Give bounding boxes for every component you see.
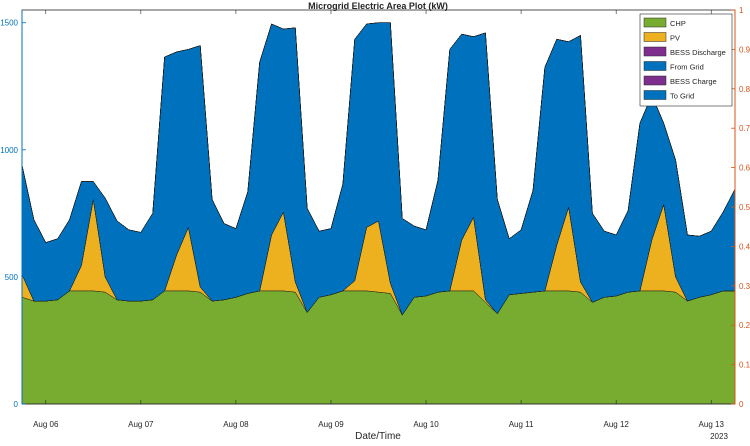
y-left-tick-label: 500 — [5, 273, 19, 282]
y-left-tick-label: 0 — [14, 400, 19, 409]
x-tick-label: Aug 08 — [223, 420, 249, 429]
y-axis-right: 0 0.1 0.2 0.3 0.4 0.5 0.6 0.7 0.8 0.9 1 — [731, 6, 750, 409]
y-right-tick-label: 0.2 — [739, 321, 750, 330]
x-year-label: 2023 — [710, 432, 728, 441]
area-chp — [21, 290, 736, 405]
legend-label: PV — [670, 34, 680, 43]
x-tick-label: Aug 06 — [33, 420, 59, 429]
y-right-tick-label: 0.9 — [739, 45, 750, 54]
legend-swatch — [643, 61, 667, 71]
y-right-tick-label: 1 — [739, 6, 744, 15]
legend-label: BESS Charge — [670, 77, 717, 86]
y-axis-left: 0 500 1000 1500 — [0, 10, 26, 409]
chart-title: Microgrid Electric Area Plot (kW) — [308, 1, 448, 11]
y-right-tick-label: 0.4 — [739, 242, 750, 251]
legend: CHP PV BESS Discharge From Grid BESS Charge T… — [639, 13, 733, 107]
y-right-tick-label: 0.1 — [739, 361, 750, 370]
x-tick-label: Aug 11 — [509, 420, 534, 429]
x-tick-label: Aug 13 — [699, 420, 725, 429]
x-tick-label: Aug 12 — [603, 420, 629, 429]
legend-swatch — [643, 32, 667, 42]
legend-label: To Grid — [670, 92, 694, 101]
legend-label: BESS Discharge — [670, 48, 726, 57]
legend-label: CHP — [670, 19, 686, 28]
y-right-tick-label: 0.8 — [739, 85, 750, 94]
legend-label: From Grid — [670, 63, 704, 72]
x-tick-label: Aug 07 — [128, 420, 154, 429]
x-axis-title: Date/Time — [355, 431, 401, 441]
y-right-tick-label: 0 — [739, 400, 744, 409]
y-left-tick-label: 1000 — [0, 146, 18, 155]
legend-swatch — [643, 46, 667, 57]
legend-swatch — [643, 90, 667, 100]
x-axis: Aug 06 Aug 07 Aug 08 Aug 09 Aug 10 Aug 11 Aug … — [33, 10, 724, 429]
y-right-tick-label: 0.3 — [739, 282, 750, 291]
legend-swatch — [643, 75, 667, 86]
series-areas — [21, 22, 736, 405]
y-right-tick-label: 0.7 — [739, 124, 750, 133]
x-tick-label: Aug 10 — [413, 420, 439, 429]
y-left-tick-label: 1500 — [0, 19, 18, 28]
legend-swatch — [643, 17, 667, 28]
y-right-tick-label: 0.5 — [739, 203, 750, 212]
y-right-tick-label: 0.6 — [739, 164, 750, 173]
x-tick-label: Aug 09 — [318, 420, 344, 429]
